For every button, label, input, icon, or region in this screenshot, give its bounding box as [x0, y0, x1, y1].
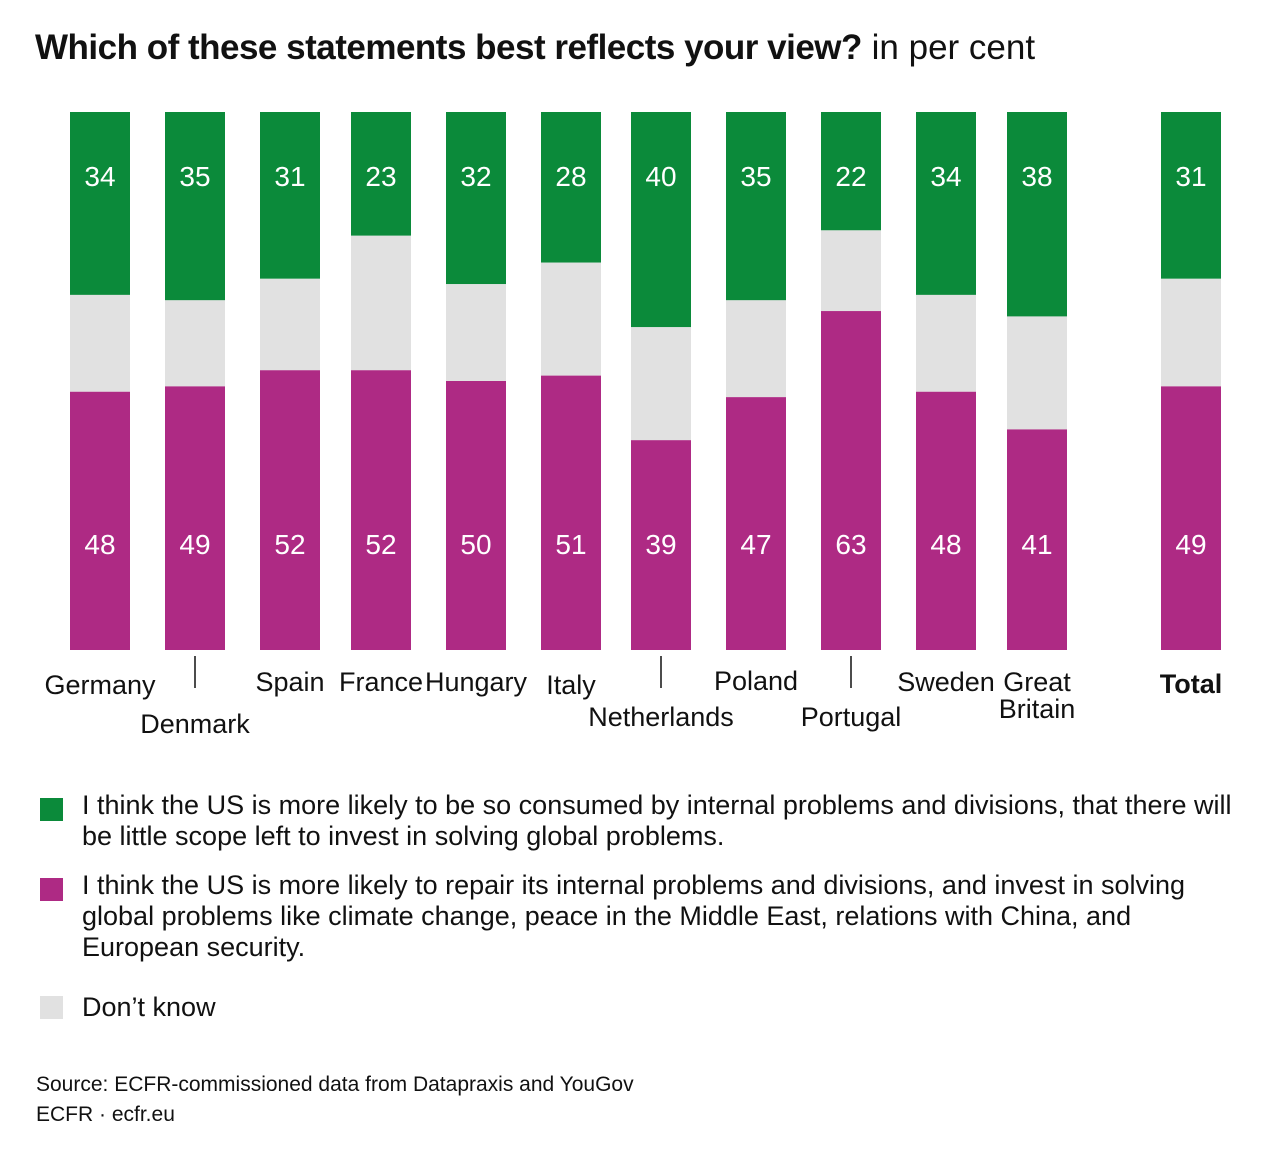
bar-segment-consumed-hungary	[446, 112, 506, 285]
category-label-germany: Germany	[44, 670, 156, 700]
bar-segment-dontknow-germany	[70, 294, 130, 392]
bar-segment-dontknow-italy	[541, 262, 601, 376]
bar-segment-consumed-france	[351, 112, 411, 236]
bar-segment-consumed-poland	[726, 112, 786, 301]
legend-swatch-purple	[40, 878, 63, 901]
title-question: Which of these statements best reflects …	[35, 28, 862, 67]
legend-swatch-grey	[40, 996, 63, 1019]
bar-segment-consumed-denmark	[165, 112, 225, 301]
data-label-consumed-italy: 28	[555, 161, 586, 192]
category-label-poland: Poland	[714, 666, 798, 696]
bar-segment-consumed-portugal	[821, 112, 881, 231]
data-label-repair-denmark: 49	[179, 529, 210, 560]
category-label-portugal: Portugal	[801, 702, 902, 732]
data-label-repair-poland: 47	[740, 529, 771, 560]
category-label-sweden: Sweden	[897, 667, 995, 697]
legend-text-repair: I think the US is more likely to repair …	[82, 870, 1186, 962]
category-label-italy: Italy	[546, 670, 596, 700]
data-label-consumed-denmark: 35	[179, 161, 210, 192]
data-label-consumed-poland: 35	[740, 161, 771, 192]
category-label-france: France	[339, 667, 423, 697]
data-label-repair-netherlands: 39	[645, 529, 676, 560]
bar-segment-consumed-sweden	[916, 112, 976, 295]
bar-segment-repair-great-britain	[1007, 429, 1067, 650]
data-label-consumed-france: 23	[365, 161, 396, 192]
category-label-spain: Spain	[255, 667, 324, 697]
bar-segment-repair-hungary	[446, 381, 506, 650]
data-label-repair-germany: 48	[84, 529, 115, 560]
category-label-great-britain-line1: Great	[1003, 667, 1071, 697]
data-label-consumed-total: 31	[1175, 161, 1206, 192]
credit-line: ECFR · ecfr.eu	[36, 1103, 175, 1126]
bar-segment-dontknow-spain	[260, 278, 320, 371]
bar-segment-consumed-germany	[70, 112, 130, 295]
bar-segment-dontknow-great-britain	[1007, 316, 1067, 430]
bar-segment-dontknow-hungary	[446, 284, 506, 381]
bar-segment-consumed-total	[1161, 112, 1221, 279]
data-label-consumed-great-britain: 38	[1021, 161, 1052, 192]
category-label-netherlands: Netherlands	[588, 702, 734, 732]
source-note: Source: ECFR-commissioned data from Data…	[36, 1073, 634, 1096]
legend-text-consumed: I think the US is more likely to be so c…	[82, 790, 1232, 851]
data-label-repair-total: 49	[1175, 529, 1206, 560]
bar-segment-repair-poland	[726, 397, 786, 650]
data-label-repair-hungary: 50	[460, 529, 491, 560]
bar-segment-repair-france	[351, 370, 411, 650]
bar-segment-dontknow-sweden	[916, 294, 976, 392]
data-label-repair-sweden: 48	[930, 529, 961, 560]
data-label-repair-spain: 52	[274, 529, 305, 560]
data-label-repair-italy: 51	[555, 529, 586, 560]
bar-segment-dontknow-total	[1161, 278, 1221, 387]
bar-segment-repair-sweden	[916, 391, 976, 650]
bar-segment-consumed-italy	[541, 112, 601, 263]
bar-segment-consumed-great-britain	[1007, 112, 1067, 317]
chart-title: Which of these statements best reflects …	[35, 26, 1035, 70]
legend-text-dontknow: Don’t know	[82, 992, 216, 1022]
data-label-consumed-portugal: 22	[835, 161, 866, 192]
data-label-consumed-hungary: 32	[460, 161, 491, 192]
bar-segment-consumed-spain	[260, 112, 320, 279]
category-label-total: Total	[1160, 669, 1223, 699]
bar-segment-repair-portugal	[821, 311, 881, 650]
data-label-consumed-germany: 34	[84, 161, 115, 192]
data-label-consumed-netherlands: 40	[645, 161, 676, 192]
bar-segment-consumed-netherlands	[631, 112, 691, 328]
bar-segment-repair-italy	[541, 375, 601, 650]
bar-segment-dontknow-poland	[726, 300, 786, 398]
data-label-repair-portugal: 63	[835, 529, 866, 560]
bar-segment-dontknow-denmark	[165, 300, 225, 387]
data-label-consumed-sweden: 34	[930, 161, 961, 192]
data-label-consumed-spain: 31	[274, 161, 305, 192]
bar-segment-repair-germany	[70, 391, 130, 650]
bar-segment-dontknow-netherlands	[631, 327, 691, 441]
bar-segment-repair-total	[1161, 386, 1221, 650]
category-label-denmark: Denmark	[140, 709, 250, 739]
title-unit: in per cent	[871, 28, 1036, 67]
bar-segment-repair-denmark	[165, 386, 225, 650]
stacked-bar-chart: 34 48 Germany 35 49 Denmark 31 52 Spain 23 52 Franc…	[44, 112, 1223, 739]
bar-segment-repair-spain	[260, 370, 320, 650]
bar-segment-repair-netherlands	[631, 440, 691, 650]
category-label-hungary: Hungary	[425, 667, 528, 697]
data-label-repair-france: 52	[365, 529, 396, 560]
category-label-great-britain-line2: Britain	[999, 694, 1076, 724]
bar-segment-dontknow-portugal	[821, 230, 881, 312]
legend-swatch-green	[40, 798, 63, 821]
data-label-repair-great-britain: 41	[1021, 529, 1052, 560]
bar-segment-dontknow-france	[351, 235, 411, 371]
